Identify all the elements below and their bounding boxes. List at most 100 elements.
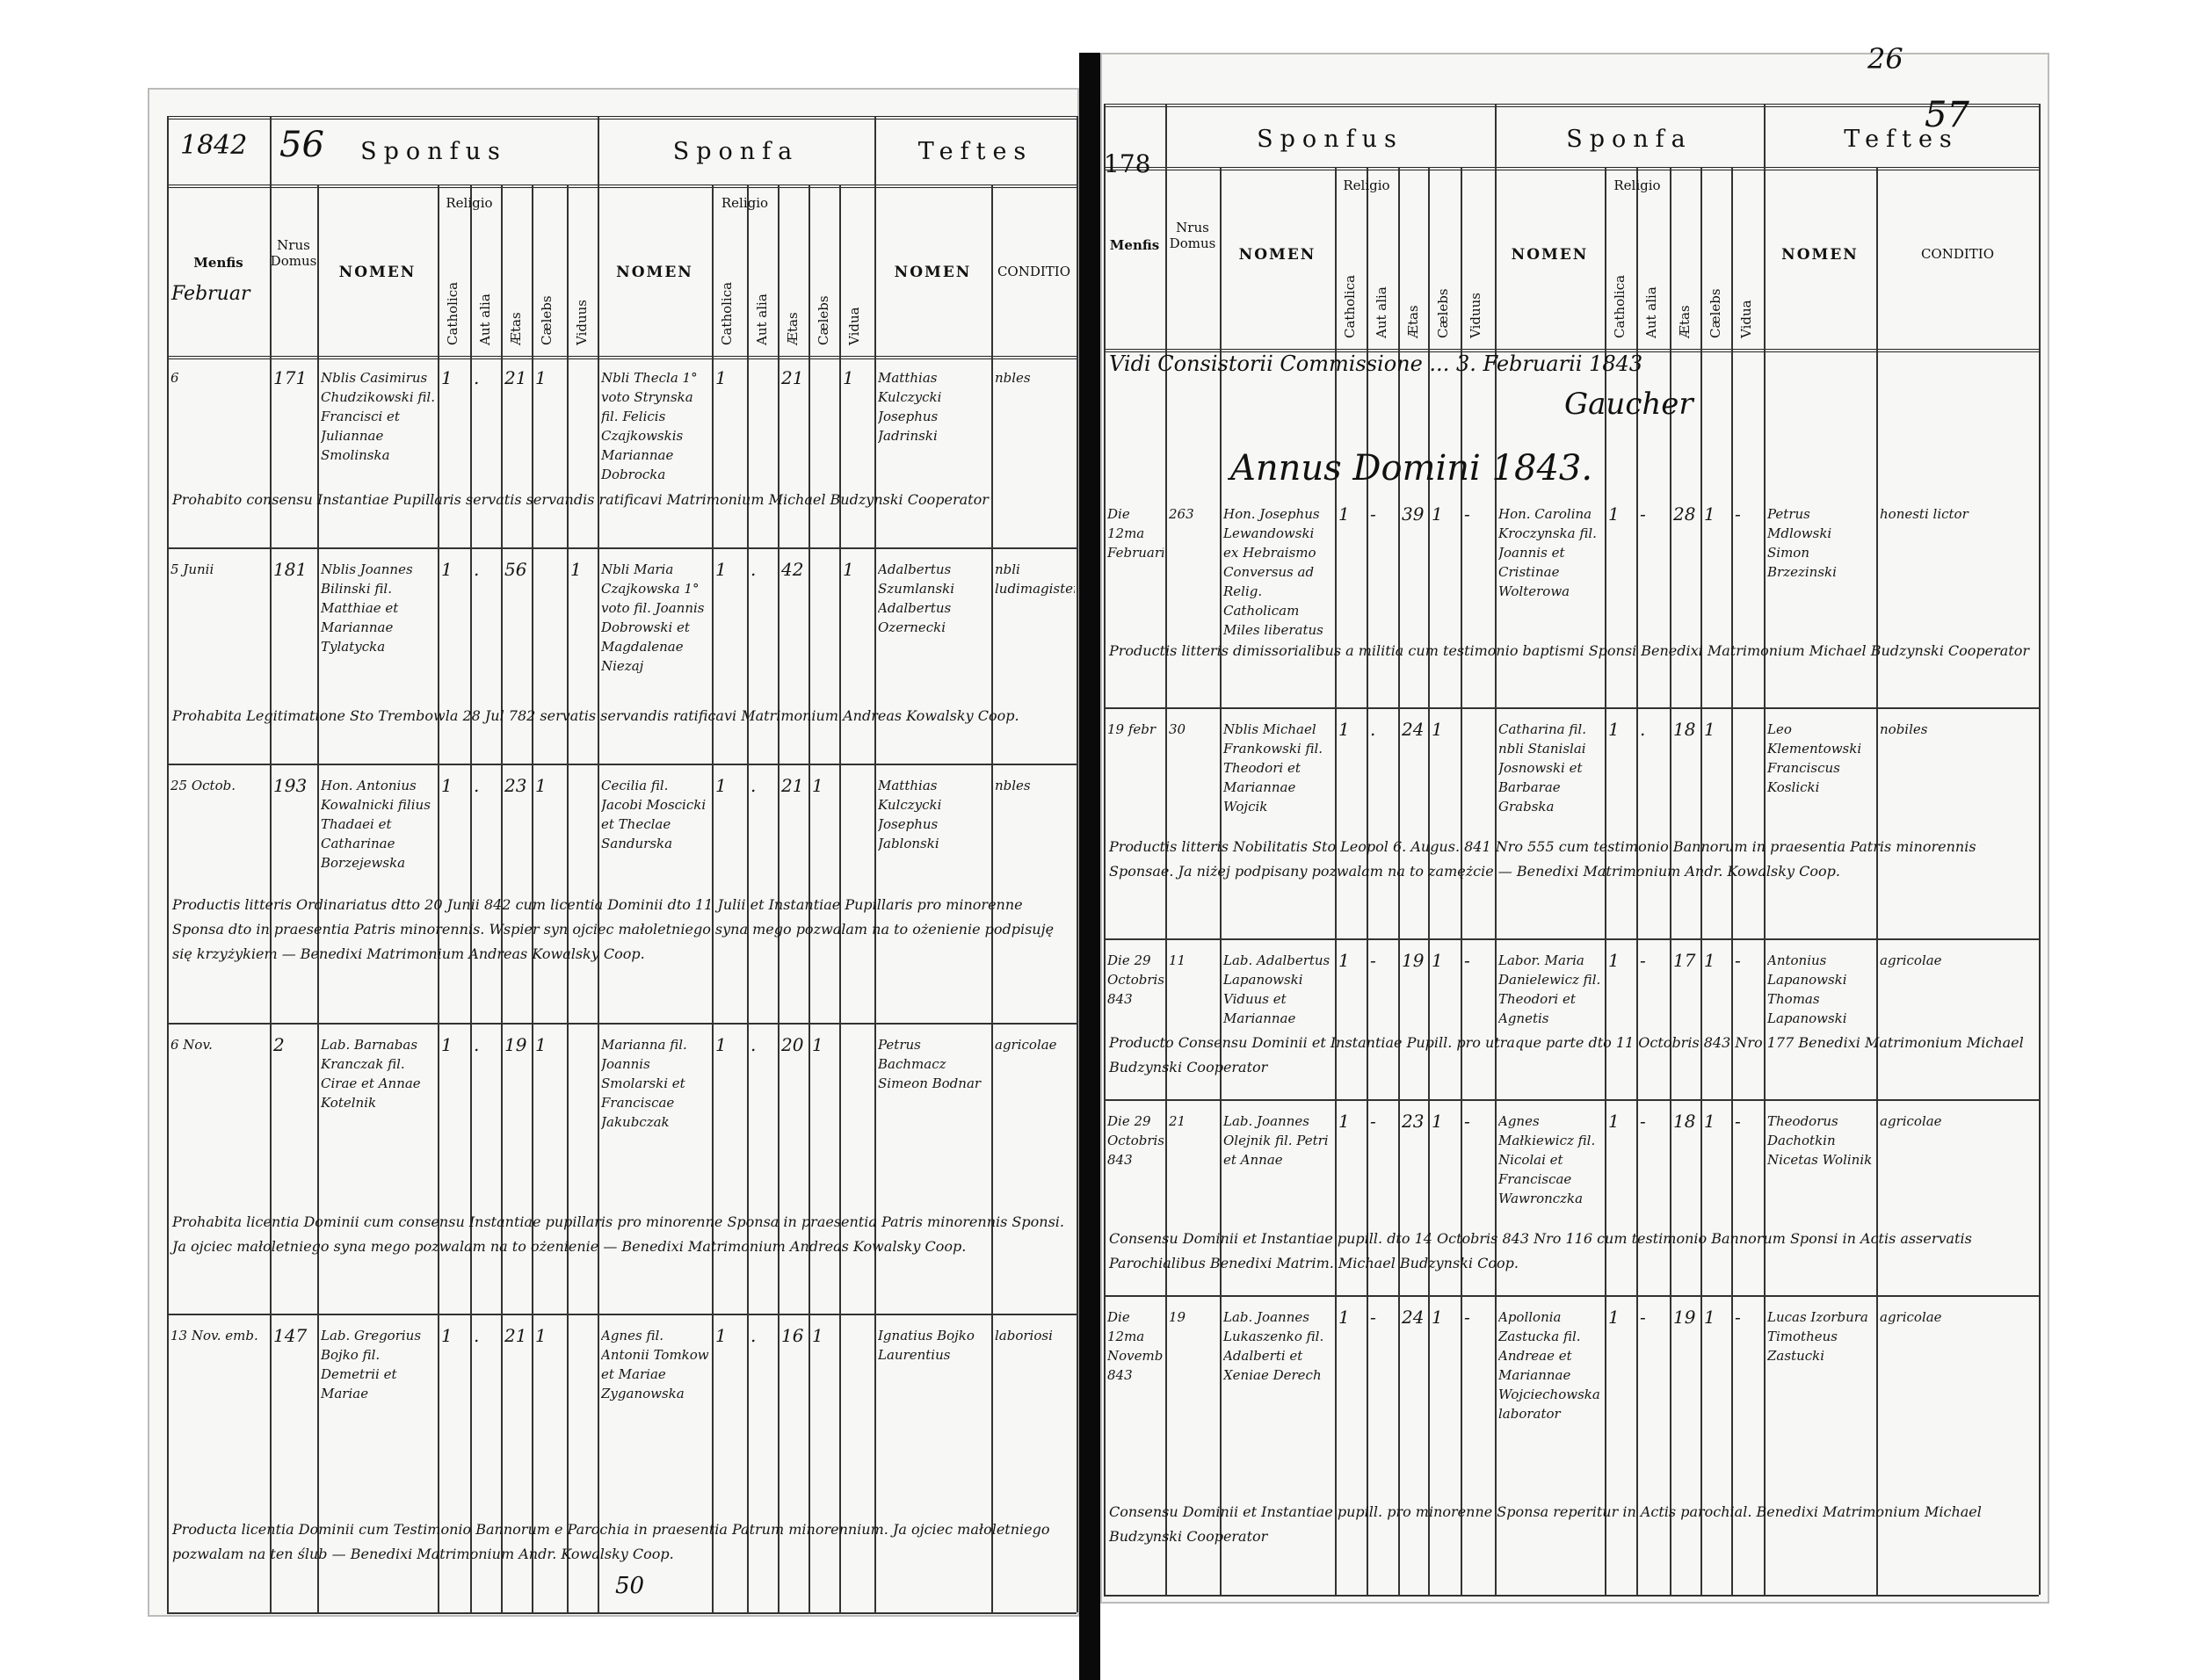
entry-s-cael: 1 (1432, 504, 1443, 525)
entry-a-cael: 1 (1704, 504, 1715, 525)
entry-sponsus: Lab. Joannes Lukaszenko fil. Adalberti e… (1223, 1309, 1324, 1383)
left-register-page (148, 88, 1079, 1617)
column-divider (1731, 167, 1733, 1595)
entry-conditio: nbli ludimagister (995, 561, 1075, 597)
entry-a-cael: 1 (1704, 951, 1715, 971)
entry-sponsa: Labor. Maria Danielewicz fil. Theodori e… (1498, 952, 1601, 1026)
visitation-note: Vidi Consistorii Commissione ... 3. Febr… (1109, 351, 1643, 376)
column-divider (532, 185, 533, 1612)
entry-a-vid (843, 1326, 873, 1517)
column-divider (270, 116, 272, 1612)
column-nomen: NOMEN (616, 264, 693, 281)
entry-a-cael: 1 (812, 1035, 823, 1055)
entry-s-aut: . (474, 1326, 480, 1346)
entry-a-vid: - (1735, 1112, 1741, 1132)
entry-rule (167, 1314, 1077, 1315)
entry-sponsa: Agnes fil. Antonii Tomkow et Mariae Zyga… (601, 1328, 709, 1401)
column-divider (1335, 167, 1337, 1595)
column-divider (167, 116, 169, 1612)
entry-conditio: agricolae (1880, 1113, 1942, 1129)
column-divider (1670, 167, 1671, 1595)
column-divider (1428, 167, 1430, 1595)
column-divider (839, 185, 841, 1612)
entry-s-cath: 1 (1338, 504, 1350, 525)
entry-mensis: Die 29 Octobris 843 (1107, 952, 1164, 1007)
entry-note: Prohabita licentia Dominii cum consensu … (172, 1213, 1064, 1255)
entry-nr: 263 (1169, 506, 1194, 522)
entry-sponsa: Nbli Thecla 1° voto Strynska fil. Felici… (601, 370, 698, 482)
header-sponsa: Sponfa (1566, 126, 1693, 153)
entry-conditio: laboriosi (995, 1328, 1053, 1343)
entry-a-aet: 19 (1673, 1307, 1696, 1328)
entry-s-aet: 21 (504, 1326, 527, 1346)
column-viduus: Viduus (1468, 293, 1483, 338)
entry-s-vid (570, 1035, 596, 1210)
entry-sponsus: Nblis Joannes Bilinski fil. Matthiae et … (321, 561, 413, 655)
entry-a-cath: 1 (715, 368, 727, 388)
entry-conditio: honesti lictor (1880, 506, 1969, 522)
entry-s-aet: 23 (504, 776, 527, 796)
column-catholica: Catholica (445, 281, 460, 345)
entry-rule (1104, 938, 2039, 940)
column-divider (1165, 104, 1167, 1595)
column-divider (1367, 167, 1368, 1595)
entry-sponsus: Hon. Josephus Lewandowski ex Hebraismo C… (1223, 506, 1323, 638)
entry-a-aet: 42 (781, 560, 804, 580)
column-nomen: NOMEN (1511, 246, 1589, 264)
entry-nr: 193 (273, 776, 308, 796)
entry-sponsa: Cecilia fil. Jacobi Moscicki et Theclae … (601, 778, 707, 851)
entry-s-aut: . (474, 368, 480, 388)
entry-s-aet: 39 (1402, 504, 1425, 525)
header-bottom-rule (1104, 349, 2039, 352)
column-aut-alia: Aut alia (1374, 286, 1389, 338)
column-nomen: NOMEN (338, 264, 417, 281)
column-caelebs: Cælebs (1435, 288, 1451, 338)
entry-s-cath: 1 (441, 560, 453, 580)
entry-s-vid: - (1464, 504, 1470, 525)
column-caelebs: Cælebs (816, 295, 831, 345)
entry-mensis: Die 12ma Novembris 843 (1107, 1309, 1164, 1383)
entry-a-cath: 1 (1608, 504, 1620, 525)
entry-a-aet: 16 (781, 1326, 804, 1346)
entry-s-cael: 1 (535, 368, 547, 388)
entry-mensis: 19 febr (1107, 721, 1157, 737)
entry-a-aut: . (750, 1035, 757, 1055)
column-caelebs: Cælebs (1708, 288, 1723, 338)
column-caelebs: Cælebs (539, 295, 555, 345)
column-divider (470, 185, 472, 1612)
entry-s-aet: 56 (504, 560, 527, 580)
entry-a-cath: 1 (715, 1326, 727, 1346)
column-aut-alia: Aut alia (1643, 286, 1659, 338)
page-number-left: 178 (1104, 149, 1151, 178)
entry-a-cath: 1 (715, 776, 727, 796)
entry-conditio: agricolae (995, 1037, 1057, 1053)
entry-s-vid (570, 368, 596, 488)
column-divider (1077, 116, 1078, 1612)
column-aetas: Ætas (1677, 305, 1693, 338)
month-heading: Februar (171, 283, 250, 305)
entry-a-cael (812, 560, 837, 704)
column-divider (1700, 167, 1702, 1595)
entry-a-cael: 1 (1704, 1307, 1715, 1328)
entry-note: Prohabita Legitimatione Sto Trembowla 28… (172, 707, 1019, 724)
column-divider (501, 185, 503, 1612)
column-divider (1764, 104, 1766, 1595)
entry-a-cath: 1 (715, 560, 727, 580)
entry-sponsa: Hon. Carolina Kroczynska fil. Joannis et… (1498, 506, 1597, 599)
entry-a-aut: - (1640, 1307, 1646, 1328)
entry-testes: Lucas Izorbura Timotheus Zastucki (1767, 1309, 1868, 1364)
entry-s-cath: 1 (1338, 720, 1350, 740)
entry-nr: 21 (1169, 1113, 1186, 1129)
column-nrus-domus: Nrus Domus (270, 237, 317, 269)
column-nomen: NOMEN (1238, 246, 1316, 264)
entry-s-aet: 19 (1402, 951, 1425, 971)
entry-mensis: 6 (170, 370, 179, 386)
column-divider (567, 185, 569, 1612)
entry-testes: Petrus Bachmacz Simeon Bodnar (878, 1037, 982, 1091)
entry-sponsa: Agnes Małkiewicz fil. Nicolai et Francis… (1498, 1113, 1596, 1206)
entry-s-vid: 1 (570, 560, 582, 580)
entry-s-aet: 24 (1402, 1307, 1425, 1328)
entry-a-vid: 1 (843, 368, 854, 388)
column-religio: Religio (446, 195, 493, 211)
column-religio: Religio (721, 195, 769, 211)
